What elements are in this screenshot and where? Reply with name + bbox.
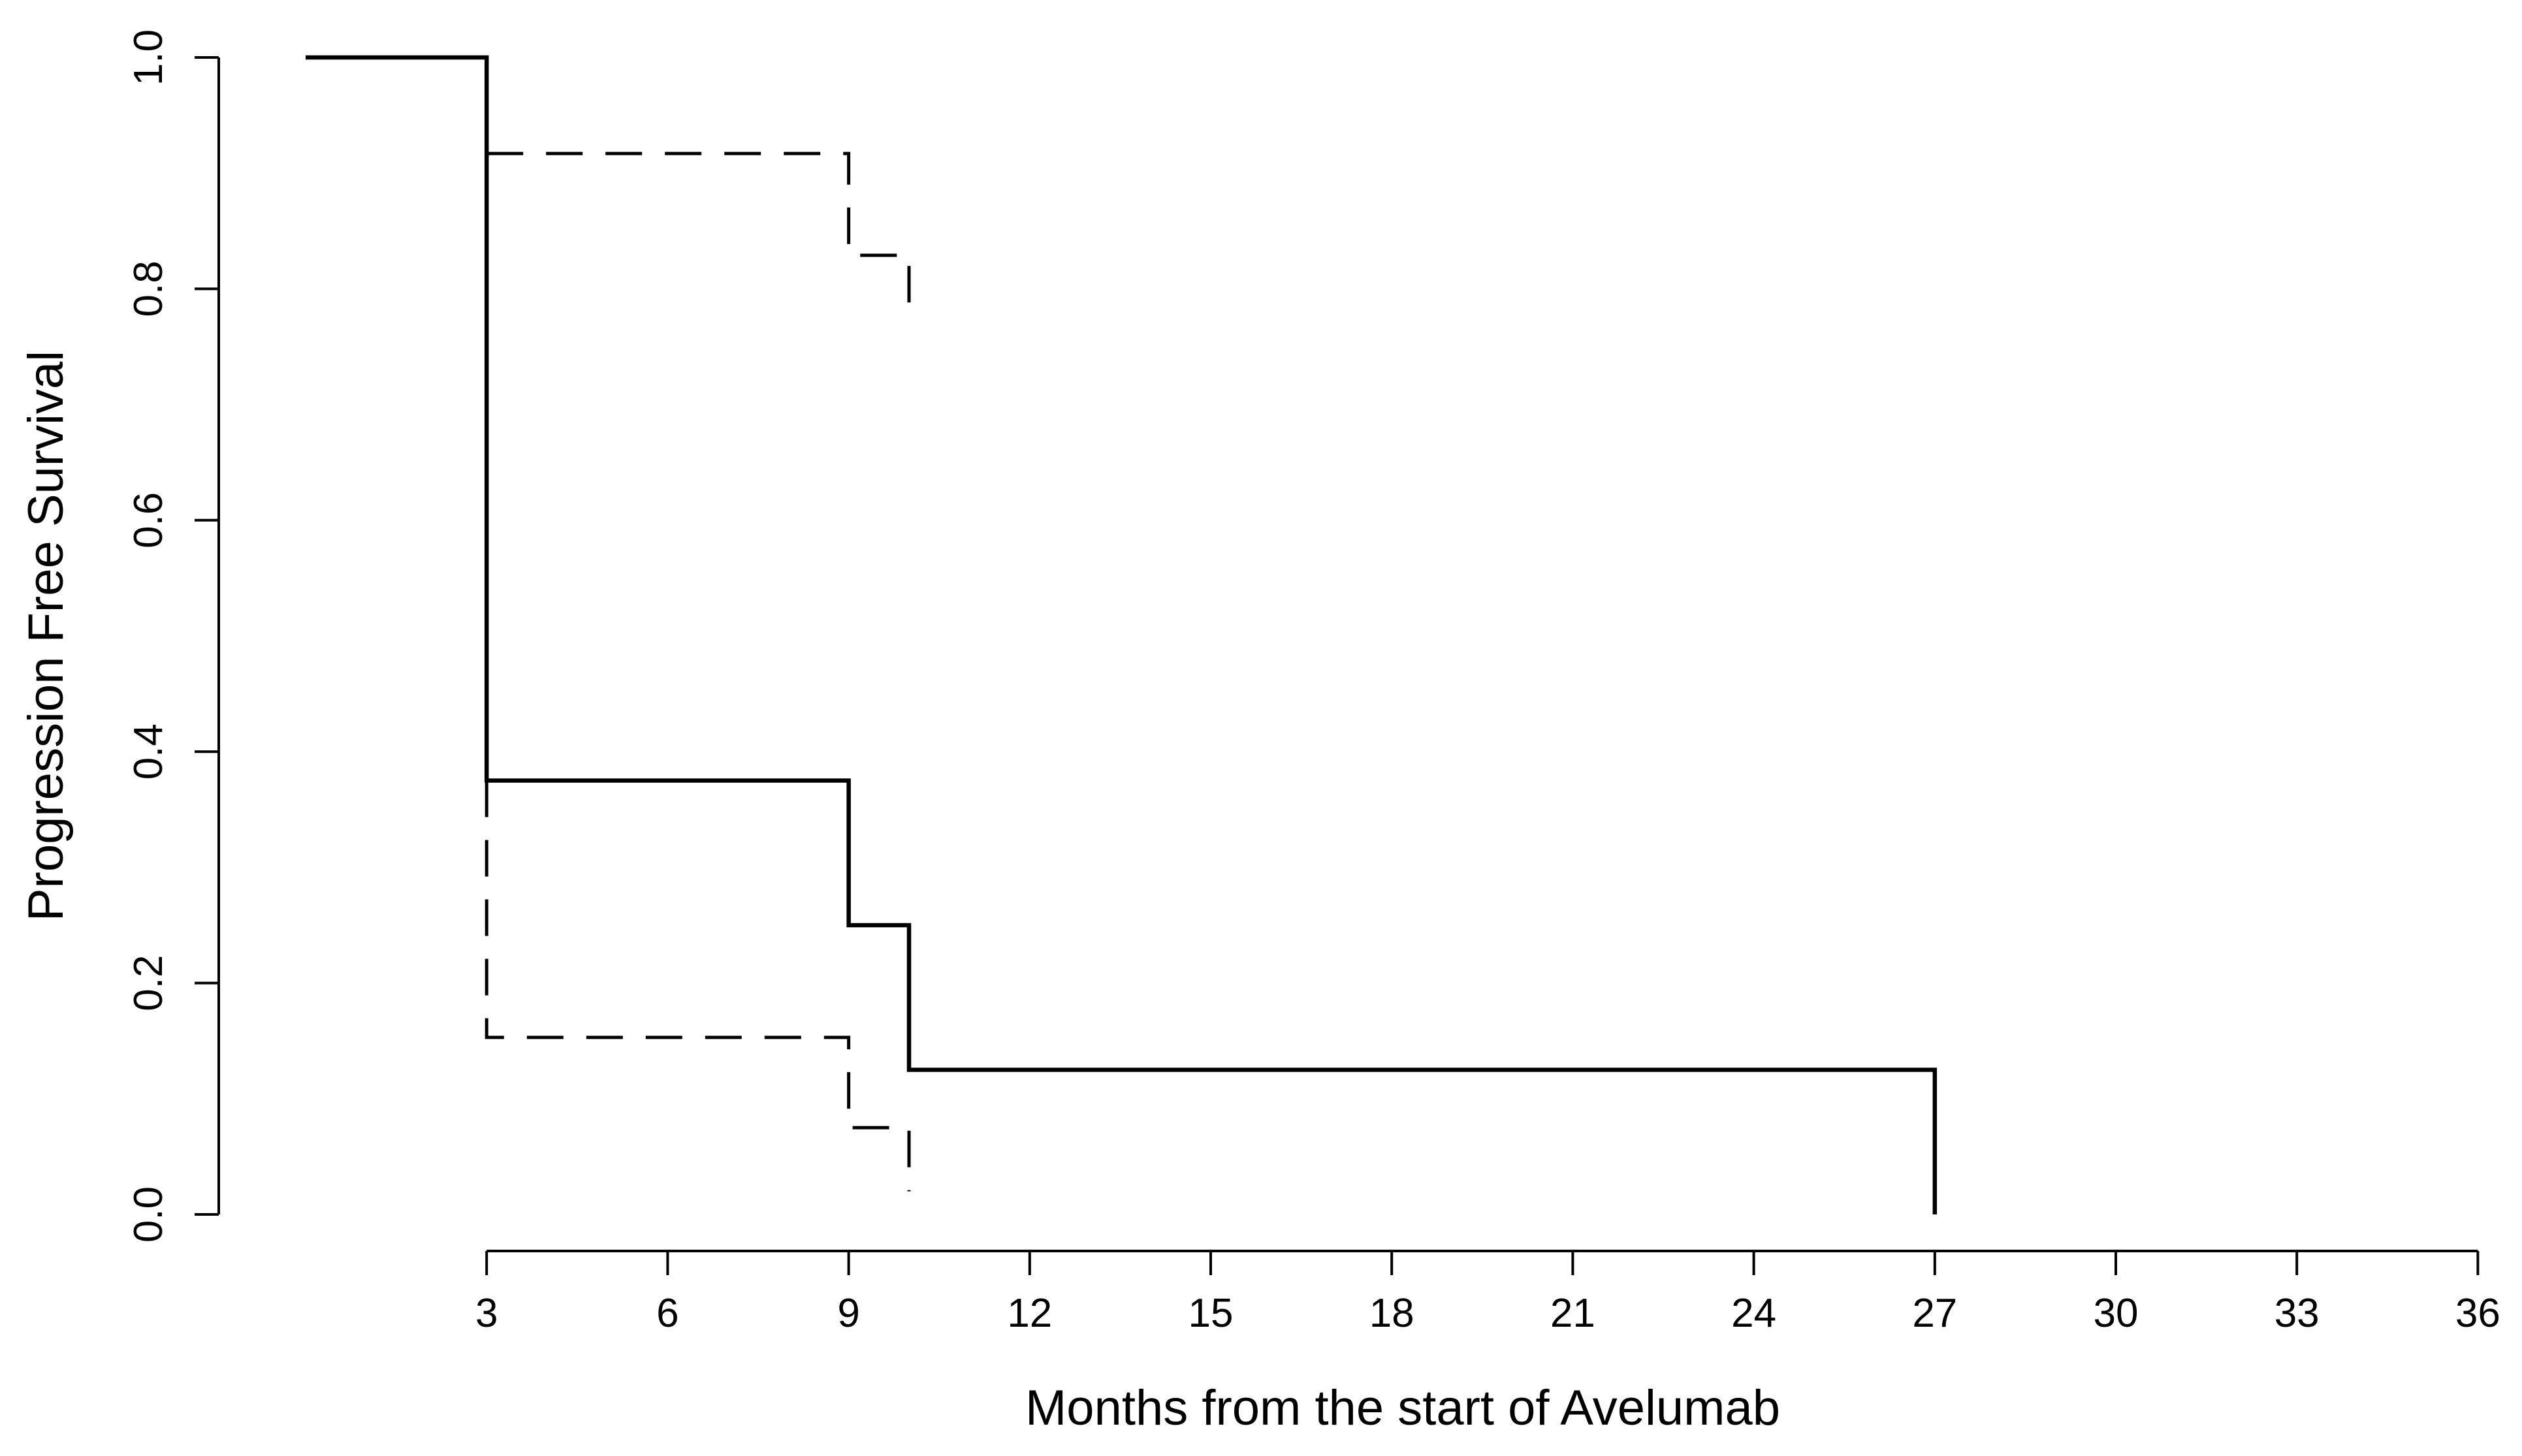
y-tick-label: 0.6 — [126, 492, 171, 548]
x-tick-label: 21 — [1550, 1291, 1595, 1336]
x-tick-label: 33 — [2275, 1291, 2320, 1336]
x-tick-label: 15 — [1189, 1291, 1234, 1336]
x-tick-label: 30 — [2094, 1291, 2139, 1336]
lower-ci-curve — [485, 780, 911, 1192]
upper-ci-curve — [487, 151, 911, 310]
x-tick-label: 3 — [475, 1291, 498, 1336]
y-tick-label: 0.0 — [126, 1186, 171, 1242]
y-tick-label: 0.2 — [126, 955, 171, 1011]
x-tick-label: 36 — [2455, 1291, 2500, 1336]
y-axis-tick-labels: 0.0 0.2 0.4 0.6 0.8 1.0 — [126, 29, 171, 1242]
x-tick-label: 6 — [656, 1291, 678, 1336]
x-axis-title: Months from the start of Avelumab — [1025, 1380, 1780, 1436]
x-tick-label: 9 — [837, 1291, 859, 1336]
survival-curves — [306, 55, 1938, 1214]
y-tick-label: 0.4 — [126, 723, 171, 780]
x-tick-label: 24 — [1731, 1291, 1776, 1336]
y-tick-label: 0.8 — [126, 261, 171, 317]
y-tick-label: 1.0 — [126, 29, 171, 86]
y-axis-title: Progression Free Survival — [18, 351, 74, 921]
x-axis-ticks — [485, 1251, 2480, 1275]
axes — [217, 57, 2478, 1252]
y-axis-ticks — [195, 56, 219, 1216]
x-tick-label: 18 — [1369, 1291, 1414, 1336]
x-tick-label: 12 — [1007, 1291, 1052, 1336]
pfs-km-curve — [306, 55, 1938, 1214]
x-tick-label: 27 — [1912, 1291, 1957, 1336]
x-axis-tick-labels: 3 6 9 12 15 18 21 24 27 30 33 36 — [475, 1291, 2500, 1336]
